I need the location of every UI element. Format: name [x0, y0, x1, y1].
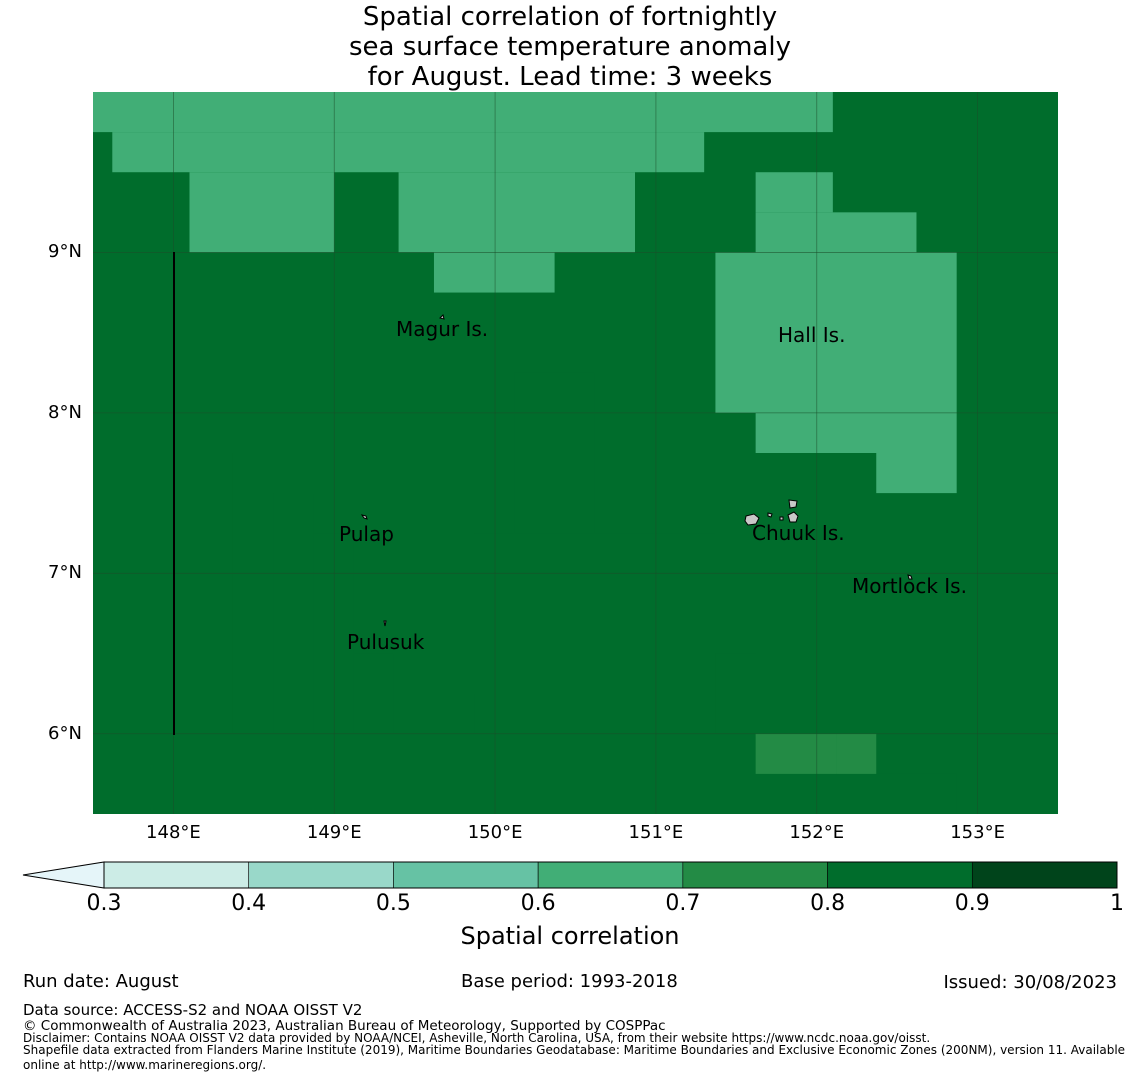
latitude-tick-label: 9°N	[48, 241, 82, 263]
colorbar-tick: 0.7	[665, 891, 701, 916]
colorbar-segment	[393, 861, 539, 889]
colorbar-segment	[682, 861, 828, 889]
shapefile-credit-line-1: Shapefile data extracted from Flanders M…	[23, 1043, 1126, 1057]
run-date: Run date: August	[23, 971, 179, 992]
colorbar-under-extension	[22, 861, 105, 889]
title-line-3: for August. Lead time: 3 weeks	[367, 62, 773, 92]
correlation-cell-region	[398, 172, 636, 253]
correlation-cell-region	[876, 773, 957, 814]
correlation-cell-region	[755, 212, 917, 253]
correlation-cell-region	[353, 653, 394, 734]
colorbar-tick: 0.3	[86, 891, 122, 916]
correlation-cell-region	[715, 252, 957, 413]
copyright: © Commonwealth of Australia 2023, Austra…	[23, 1018, 666, 1034]
chuuk-island-shape-5	[779, 516, 784, 521]
title-line-2: sea surface temperature anomaly	[349, 32, 791, 62]
correlation-cell-region	[273, 493, 314, 734]
data-source: Data source: ACCESS-S2 and NOAA OISST V2	[23, 1001, 363, 1019]
colorbar-tick: 0.9	[954, 891, 990, 916]
colorbar-segment	[827, 861, 973, 889]
correlation-cell-region	[393, 693, 475, 734]
correlation-cell-region	[755, 412, 957, 453]
longitude-tick-label: 153°E	[950, 822, 1005, 843]
colorbar-segment	[103, 861, 250, 889]
disclaimer: Disclaimer: Contains NOAA OISST V2 data …	[23, 1031, 931, 1045]
correlation-cell-region	[93, 92, 833, 133]
longitude-tick-label: 149°E	[306, 822, 362, 843]
colorbar-tick: 0.4	[231, 891, 267, 916]
colorbar-frame	[103, 861, 1118, 889]
colorbar-segment	[248, 861, 394, 889]
colorbar-tick: 0.8	[810, 891, 846, 916]
correlation-cell-region	[715, 653, 756, 734]
place-label-pulusuk: Pulusuk	[347, 630, 425, 654]
colorbar-tick: 0.6	[520, 891, 556, 916]
chuuk-island-shape-1	[744, 513, 760, 526]
pulap-island-shape	[360, 514, 368, 520]
correlation-grid	[93, 92, 1058, 814]
issued-date: Issued: 30/08/2023	[943, 972, 1117, 993]
correlation-cell-region	[755, 172, 833, 213]
chuuk-island-shape-2	[788, 499, 798, 509]
place-label-hall: Hall Is.	[778, 323, 846, 347]
correlation-cell-region	[836, 733, 877, 774]
place-label-mortlock: Mortlock Is.	[852, 574, 967, 598]
colorbar-segments	[103, 861, 1118, 889]
correlation-cell-region	[313, 533, 354, 734]
correlation-cell-region	[755, 733, 837, 774]
latitude-tick-label: 6°N	[48, 722, 82, 744]
correlation-cell-region	[112, 132, 705, 173]
place-label-pulap: Pulap	[339, 522, 394, 546]
place-label-magur: Magur Is.	[396, 317, 489, 341]
base-period: Base period: 1993-2018	[461, 971, 678, 992]
island-outlines	[360, 314, 913, 627]
magur-island-shape	[439, 314, 445, 320]
correlation-cell-region	[232, 453, 274, 734]
shapefile-credit-line-2: online at http://www.marineregions.org/.	[23, 1058, 267, 1072]
correlation-cell-region	[876, 453, 957, 494]
pulusuk-island-shape	[383, 620, 387, 627]
colorbar	[22, 861, 1118, 889]
chuuk-island-shape-3	[787, 511, 799, 523]
place-label-chuuk: Chuuk Is.	[752, 521, 845, 545]
longitude-tick-label: 148°E	[146, 822, 201, 843]
latitude-tick-label: 8°N	[48, 401, 82, 423]
correlation-cell-region	[433, 252, 555, 293]
correlation-cell-region	[1037, 693, 1058, 734]
colorbar-label: Spatial correlation	[460, 922, 680, 950]
colorbar-segment	[971, 861, 1118, 889]
map-title: Spatial correlation of fortnightly sea s…	[0, 2, 1140, 92]
title-line-1: Spatial correlation of fortnightly	[362, 2, 778, 32]
colorbar-segment	[537, 861, 684, 889]
chuuk-island-shape-4	[767, 512, 773, 518]
correlation-cell-region	[474, 533, 716, 734]
longitude-tick-label: 151°E	[628, 822, 684, 843]
longitude-tick-label: 152°E	[789, 822, 845, 843]
colorbar-tick: 0.5	[375, 891, 411, 916]
colorbar-tick: 1	[1110, 891, 1124, 916]
correlation-cell-region	[514, 372, 595, 534]
mortlock-island-shape	[907, 574, 913, 580]
latitude-tick-label: 7°N	[48, 562, 82, 584]
longitude-tick-label: 150°E	[467, 822, 523, 843]
correlation-cell-region	[189, 172, 335, 253]
